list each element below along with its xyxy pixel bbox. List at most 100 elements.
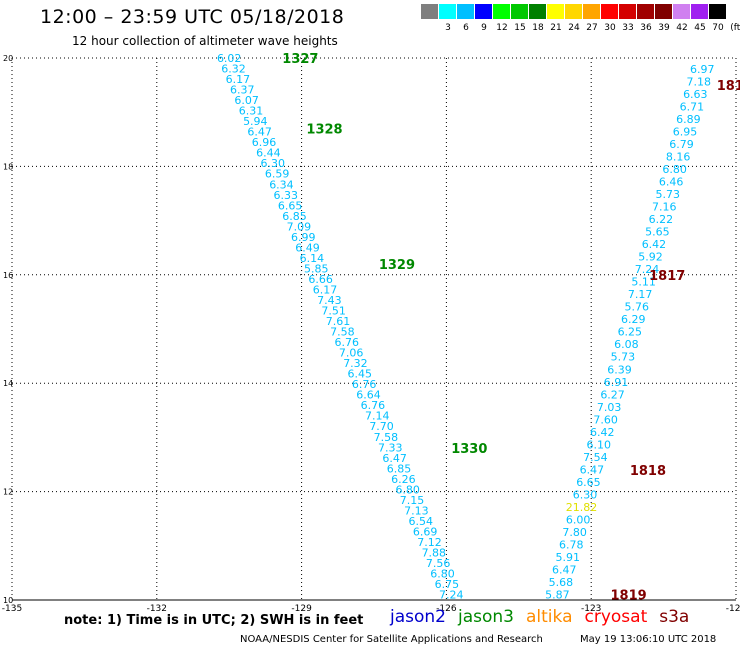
data-point-label: 6.42 [642, 238, 667, 251]
data-point-label: 5.94 [243, 115, 268, 128]
scale-label: 9 [481, 23, 487, 33]
scale-swatch [421, 4, 438, 19]
data-point-label: 7.09 [287, 220, 312, 233]
legend-entry: jason2 [390, 607, 446, 627]
data-point-label: 6.89 [676, 113, 701, 126]
data-point-label: 8.16 [666, 150, 691, 163]
data-point-label: 6.76 [352, 378, 377, 391]
data-point-label: 6.07 [234, 94, 259, 107]
chart-title: 12:00 – 23:59 UTC 05/18/2018 [40, 6, 345, 28]
data-point-label: 7.56 [426, 557, 451, 570]
data-point-label: 6.80 [662, 163, 687, 176]
data-point-label: 5.87 [545, 589, 570, 602]
data-point-label: 6.49 [295, 241, 320, 254]
scale-label: 18 [532, 23, 544, 33]
data-point-label: 6.69 [413, 525, 438, 538]
data-point-label: 7.43 [317, 294, 342, 307]
data-point-label: 6.33 [274, 189, 299, 202]
data-point-label: 6.37 [230, 84, 255, 97]
data-point-label: 6.76 [361, 399, 386, 412]
data-point-label: 6.32 [221, 63, 246, 76]
chart-subtitle: 12 hour collection of altimeter wave hei… [72, 34, 338, 48]
pass-number-label: 1817 [649, 269, 685, 284]
data-point-label: 6.31 [239, 105, 264, 118]
data-point-label: 5.11 [631, 276, 656, 289]
data-point-label: 6.14 [300, 252, 325, 265]
data-point-label: 6.34 [269, 178, 294, 191]
note-text: note: 1) Time is in UTC; 2) SWH is in fe… [64, 613, 364, 628]
data-point-label: 6.66 [308, 273, 333, 286]
data-point-label: 6.10 [587, 438, 612, 451]
data-point-label: 6.47 [552, 564, 577, 577]
y-tick-label: 20 [3, 54, 13, 63]
legend-entry: s3a [659, 607, 690, 627]
data-point-label: 6.78 [559, 539, 584, 552]
data-point-label: 7.33 [378, 441, 403, 454]
data-point-label: 5.91 [556, 551, 581, 564]
generated-timestamp: May 19 13:06:10 UTC 2018 [580, 634, 717, 645]
y-tick-label: 12 [3, 488, 13, 497]
data-point-label: 6.02 [217, 52, 242, 65]
data-point-label: 6.54 [409, 515, 434, 528]
scale-swatch [547, 4, 564, 19]
scale-label: 21 [550, 23, 562, 33]
data-point-label: 6.63 [683, 88, 708, 101]
data-point-label: 6.47 [580, 463, 605, 476]
scale-swatch [691, 4, 708, 19]
scale-swatch [601, 4, 618, 19]
scale-label: 12 [496, 23, 508, 33]
pass-number-label: 1327 [282, 52, 318, 67]
scale-label: 39 [658, 23, 670, 33]
x-tick-label: -129 [291, 604, 312, 614]
data-point-label: 6.75 [435, 578, 460, 591]
scale-swatch [565, 4, 582, 19]
data-point-label: 5.65 [645, 226, 670, 239]
x-tick-label: -132 [147, 604, 167, 614]
scale-label: 6 [463, 23, 469, 33]
legend-entry: jason3 [458, 607, 514, 627]
data-point-label: 6.85 [282, 210, 307, 223]
x-tick-label: -126 [436, 604, 457, 614]
data-point-label: 6.64 [356, 389, 381, 402]
data-point-label: 7.17 [628, 288, 653, 301]
y-tick-label: 16 [3, 271, 13, 280]
data-point-label: 6.46 [659, 175, 684, 188]
data-point-label: 6.76 [334, 336, 359, 349]
data-point-label: 7.61 [326, 315, 351, 328]
data-point-label: 6.47 [247, 126, 272, 139]
data-point-label: 6.79 [669, 138, 694, 151]
data-point-label: 7.14 [365, 410, 390, 423]
data-point-label: 6.59 [265, 168, 290, 181]
scale-swatch [655, 4, 672, 19]
scale-label: 70 [712, 23, 724, 33]
data-point-label: 6.42 [590, 426, 615, 439]
data-point-label: 7.32 [343, 357, 368, 370]
data-point-label: 5.73 [611, 351, 636, 364]
data-point-label: 7.51 [321, 305, 346, 318]
scale-swatch [619, 4, 636, 19]
data-point-label: 5.68 [549, 576, 574, 589]
data-point-label: 7.58 [330, 326, 355, 339]
data-point-label: 7.12 [417, 536, 442, 549]
data-point-label: 7.80 [562, 526, 587, 539]
data-point-label: 7.24 [439, 589, 464, 602]
data-point-label: 6.44 [256, 147, 281, 160]
data-point-label: 6.39 [607, 363, 632, 376]
data-point-label: 5.92 [638, 251, 663, 264]
scale-label: 33 [622, 23, 634, 33]
data-point-label: 6.97 [690, 63, 715, 76]
pass-number-label: 1330 [451, 442, 487, 457]
x-tick-label: -120 [726, 604, 740, 614]
data-point-label: 5.85 [304, 262, 329, 275]
data-point-label: 7.54 [583, 451, 608, 464]
scale-swatch [439, 4, 456, 19]
x-tick-label: -135 [2, 604, 22, 614]
scale-swatch [529, 4, 546, 19]
data-point-label: 6.26 [391, 473, 416, 486]
pass-number-label: 1329 [379, 258, 415, 273]
legend-entry: altika [526, 607, 573, 627]
scale-label: 27 [586, 23, 598, 33]
scale-unit: (ft) [730, 23, 740, 33]
data-point-label: 7.24 [635, 263, 660, 276]
